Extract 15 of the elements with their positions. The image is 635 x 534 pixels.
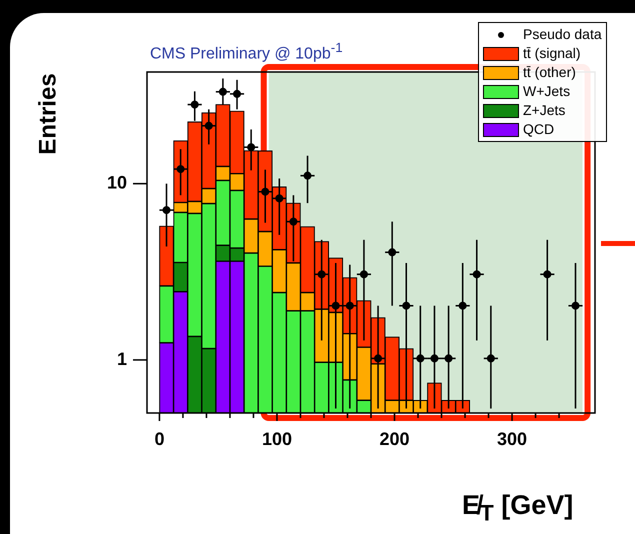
- legend-label: tt̄ (other): [523, 63, 576, 82]
- legend-label: Pseudo data: [523, 25, 602, 44]
- y-tick-label: 10: [106, 172, 127, 193]
- legend-label: QCD: [523, 120, 554, 139]
- legend-label: tt̄ (signal): [523, 44, 581, 63]
- x-tick-label: 100: [262, 428, 292, 449]
- x-tick-label: 0: [154, 428, 164, 449]
- legend-label: Z+Jets: [523, 101, 566, 120]
- y-tick-label: 1: [116, 348, 127, 369]
- x-axis-title: E̸$_{T}$ [GeV]: [462, 490, 574, 526]
- legend-label: W+Jets: [523, 82, 570, 101]
- x-tick-label: 300: [497, 428, 528, 449]
- x-tick-label: 200: [379, 428, 410, 449]
- y-axis-title: Entries: [34, 73, 63, 155]
- chart-title: CMS Preliminary @ 10pb$^{-1}$: [150, 40, 343, 64]
